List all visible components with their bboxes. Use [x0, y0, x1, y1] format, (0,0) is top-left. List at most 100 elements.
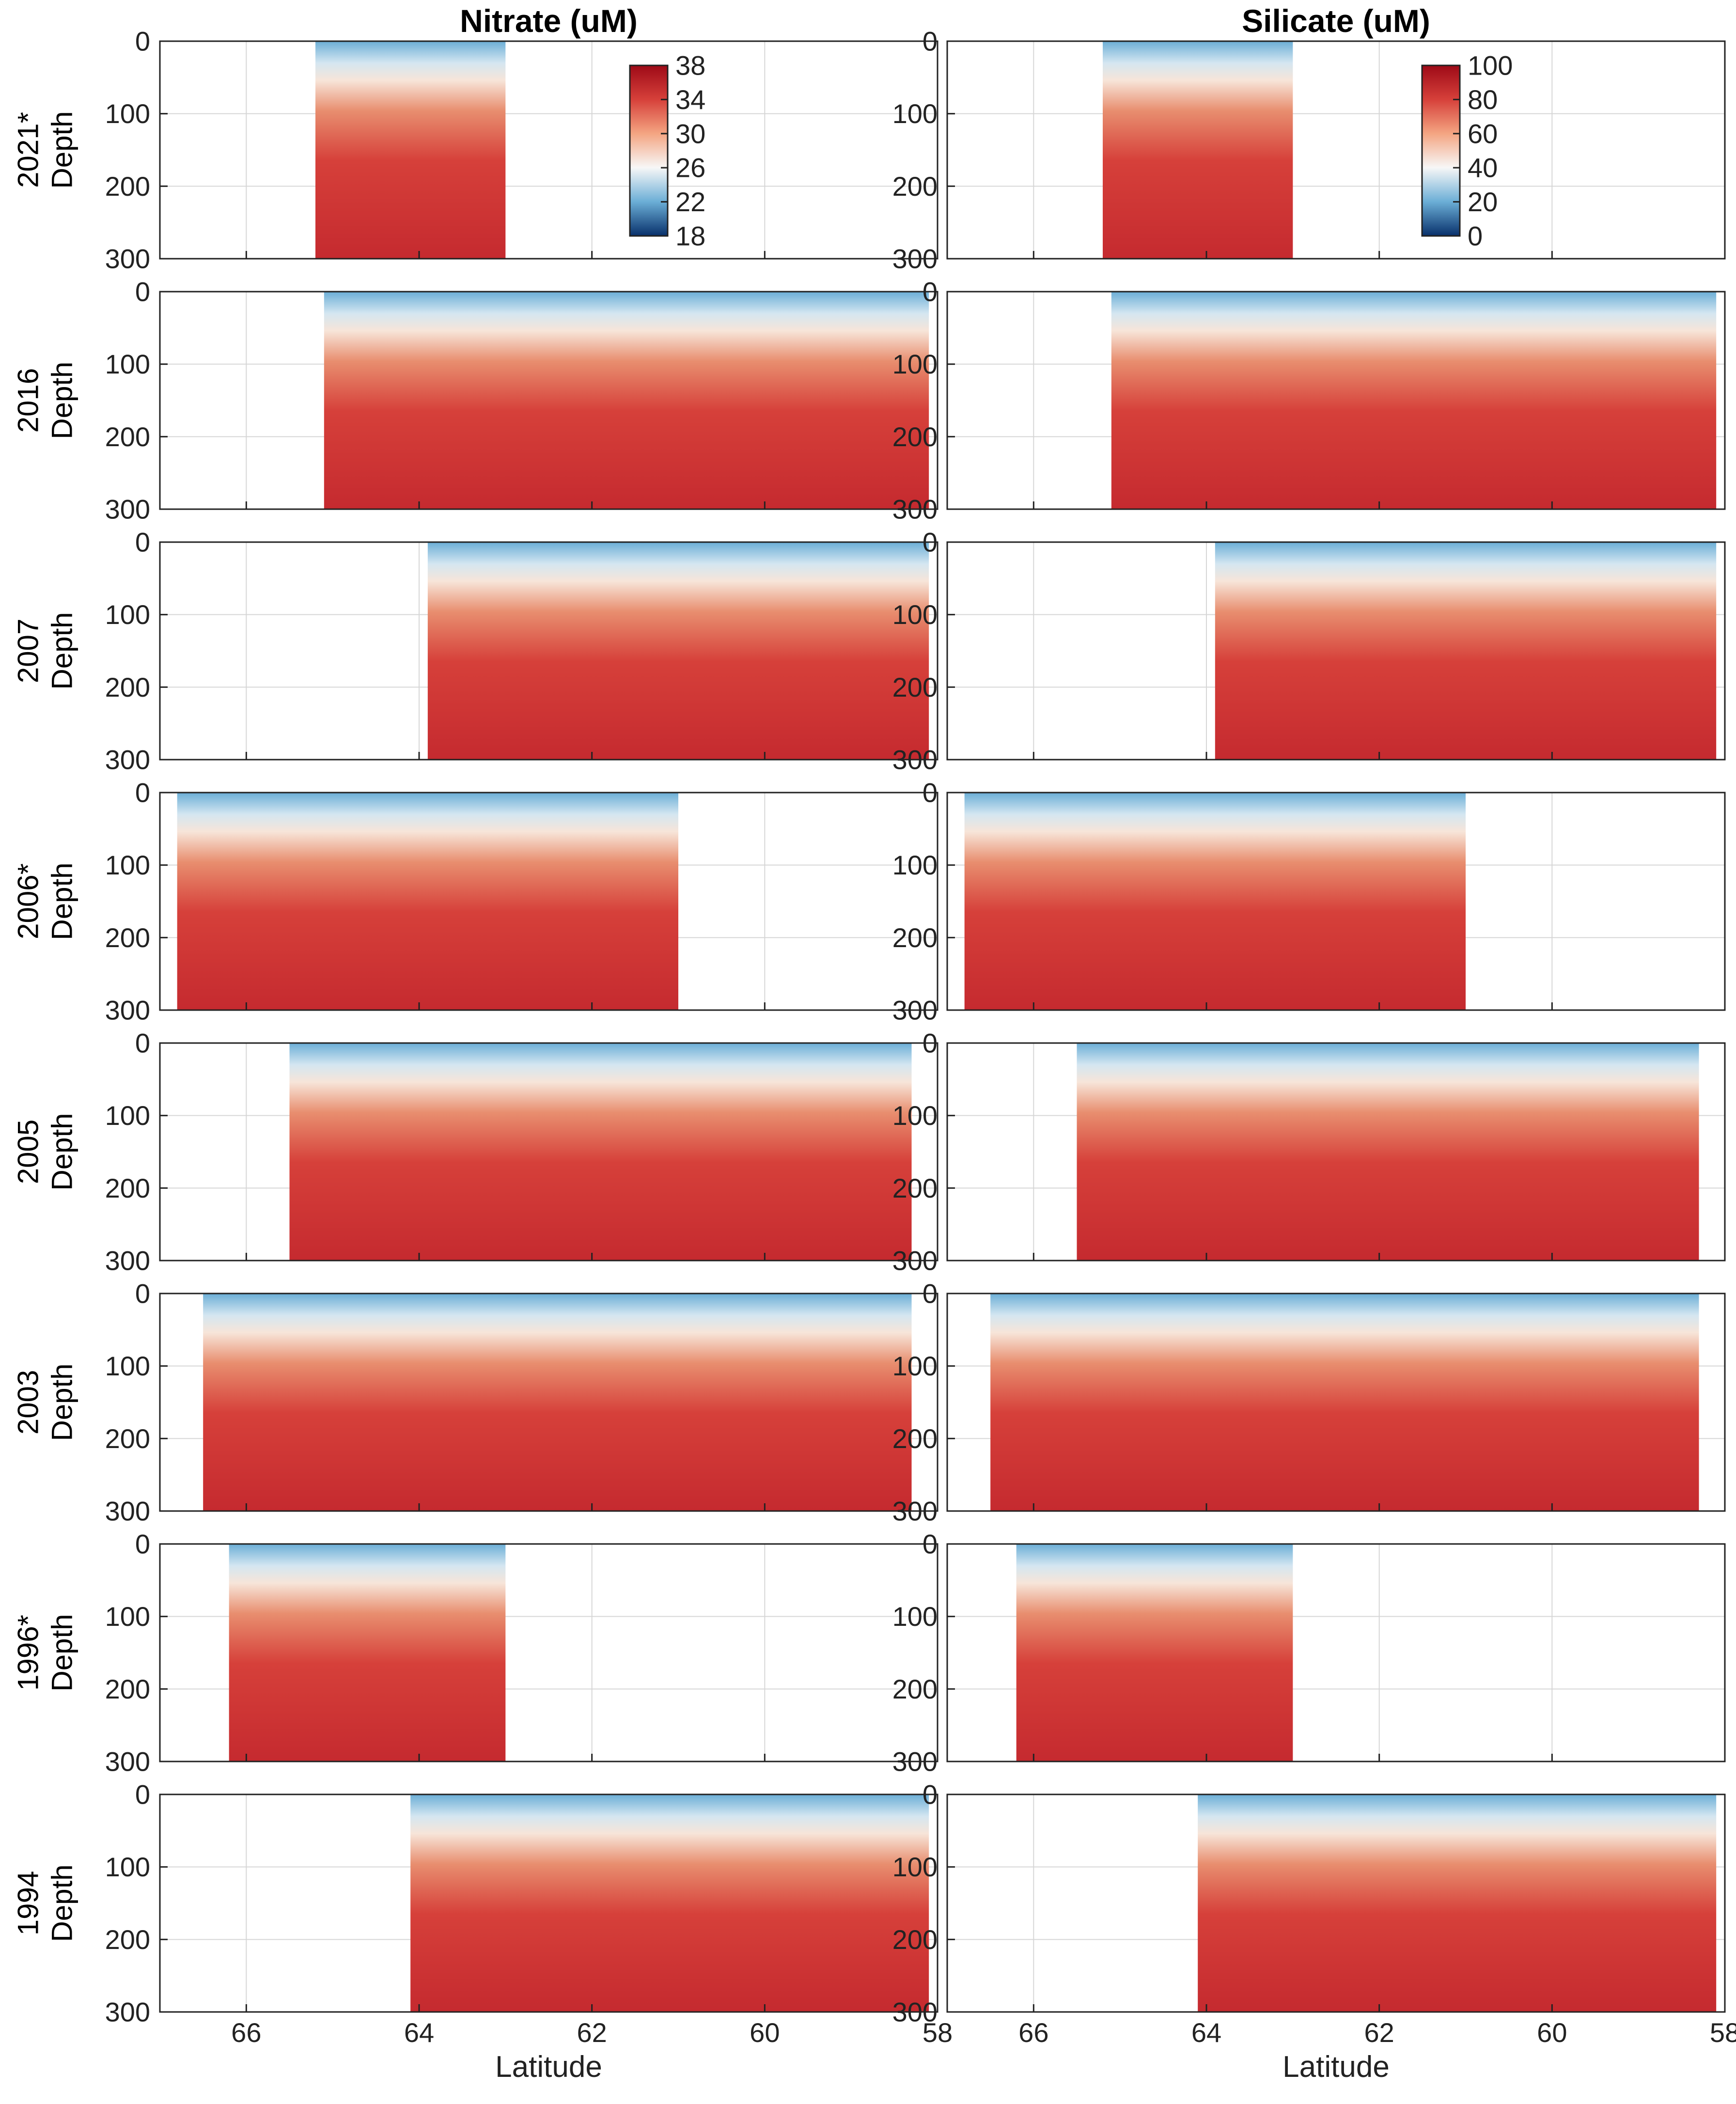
y-tick-label: 100 [892, 349, 938, 379]
y-tick-label: 0 [923, 1028, 938, 1059]
y-tick-label: 0 [923, 1529, 938, 1559]
panel: 0 100 200 300 [105, 527, 938, 775]
colorbar-tick-label: 26 [675, 153, 705, 183]
y-tick-label: 0 [135, 1278, 150, 1309]
axes-frame [159, 1543, 938, 1762]
panel: 0 100 200 300 [892, 1028, 1726, 1276]
axes-frame [159, 541, 938, 761]
y-tick-label: 200 [892, 1924, 938, 1955]
x-tick-label: 64 [404, 2017, 434, 2048]
colorbar-tick-label: 34 [675, 84, 705, 115]
panels: 2021* Depth010020030038343026221801002003… [12, 26, 1736, 2084]
axes-frame [159, 792, 938, 1011]
row-year-label: 1994 [12, 1871, 45, 1935]
panel: 0 100 200 300 [892, 527, 1726, 775]
x-tick-label: 58 [923, 2017, 953, 2048]
y-tick-label: 100 [892, 850, 938, 880]
concentration-field [1077, 1043, 1699, 1261]
y-tick-label: 0 [923, 778, 938, 808]
y-tick-label: 0 [923, 26, 938, 57]
y-tick-label: 200 [892, 1423, 938, 1454]
row-year-label: 1996* [12, 1615, 45, 1691]
panel: 0 100 200 300 [105, 1278, 938, 1527]
axes-frame [159, 1042, 938, 1262]
panel: 0 100 200 300 [892, 1529, 1726, 1777]
y-tick-label: 100 [892, 1100, 938, 1131]
concentration-field [964, 793, 1466, 1010]
y-tick-label: 100 [892, 98, 938, 129]
y-tick-label: 200 [105, 421, 150, 452]
column-title: Silicate (uM) [1242, 3, 1430, 39]
axes-frame [946, 792, 1726, 1011]
row-year-label: 2021* [12, 112, 45, 188]
concentration-field [324, 292, 929, 509]
panel: 0 100 200 300 66 64 62 60 58 Latitude [105, 1779, 953, 2084]
concentration-field [1198, 1794, 1717, 2012]
y-axis-label: Depth [46, 862, 78, 940]
y-tick-label: 200 [892, 922, 938, 953]
panel: 0 100 200 300 [892, 277, 1726, 525]
y-tick-label: 100 [105, 98, 150, 129]
concentration-field [410, 1794, 929, 2012]
y-tick-label: 300 [105, 1246, 150, 1276]
colorbar-tick-label: 100 [1468, 50, 1513, 81]
y-axis-label: Depth [46, 612, 78, 689]
y-tick-label: 0 [135, 778, 150, 808]
colorbar-tick-label: 30 [675, 118, 705, 149]
y-tick-label: 300 [105, 995, 150, 1026]
x-axis-label: Latitude [495, 2050, 602, 2084]
y-tick-label: 200 [892, 1674, 938, 1704]
y-tick-label: 0 [923, 277, 938, 307]
y-tick-label: 200 [105, 1423, 150, 1454]
colorbar-tick-label: 80 [1468, 84, 1498, 115]
panel: 0 100 200 300 66 64 62 60 58 Latitude [892, 1779, 1736, 2084]
y-tick-label: 300 [105, 244, 150, 274]
y-tick-label: 100 [105, 1601, 150, 1632]
y-tick-label: 0 [135, 1529, 150, 1559]
colorbar-tick-label: 60 [1468, 118, 1498, 149]
y-tick-label: 100 [892, 599, 938, 630]
y-tick-label: 0 [135, 1779, 150, 1810]
x-tick-label: 66 [231, 2017, 261, 2048]
concentration-field [177, 793, 679, 1010]
y-tick-label: 0 [135, 1028, 150, 1059]
y-tick-label: 300 [892, 1246, 938, 1276]
panel: 0 100 200 300 [105, 277, 938, 525]
x-tick-label: 66 [1018, 2017, 1048, 2048]
concentration-field [1103, 41, 1293, 259]
y-axis-label: Depth [46, 1363, 78, 1441]
x-tick-label: 58 [1710, 2017, 1736, 2048]
panel: 0 100 200 300 [105, 778, 938, 1026]
y-tick-label: 300 [892, 745, 938, 775]
axes-frame [946, 1793, 1726, 2013]
y-tick-label: 100 [105, 1852, 150, 1882]
y-tick-label: 200 [892, 1173, 938, 1203]
y-tick-label: 0 [923, 527, 938, 558]
y-tick-label: 200 [892, 421, 938, 452]
y-tick-label: 300 [892, 995, 938, 1026]
y-tick-label: 200 [892, 171, 938, 202]
axes-frame [159, 1793, 938, 2013]
y-tick-label: 200 [105, 171, 150, 202]
concentration-field [289, 1043, 912, 1261]
column-title: Nitrate (uM) [460, 3, 638, 39]
row-year-label: 2006* [12, 863, 45, 939]
y-axis-label: Depth [46, 1614, 78, 1691]
row-year-label: 2016 [12, 368, 45, 433]
y-tick-label: 100 [892, 1852, 938, 1882]
y-tick-label: 100 [105, 599, 150, 630]
y-tick-label: 300 [892, 244, 938, 274]
y-tick-label: 300 [105, 1746, 150, 1777]
y-axis-label: Depth [46, 1864, 78, 1942]
concentration-field [203, 1294, 912, 1511]
row-year-label: 2003 [12, 1370, 45, 1434]
concentration-field [990, 1294, 1699, 1511]
x-tick-label: 64 [1191, 2017, 1221, 2048]
y-tick-label: 300 [105, 745, 150, 775]
y-tick-label: 300 [105, 1997, 150, 2027]
y-tick-label: 300 [892, 1746, 938, 1777]
row-year-label: 2007 [12, 619, 45, 683]
colorbar-tick-label: 38 [675, 50, 705, 81]
